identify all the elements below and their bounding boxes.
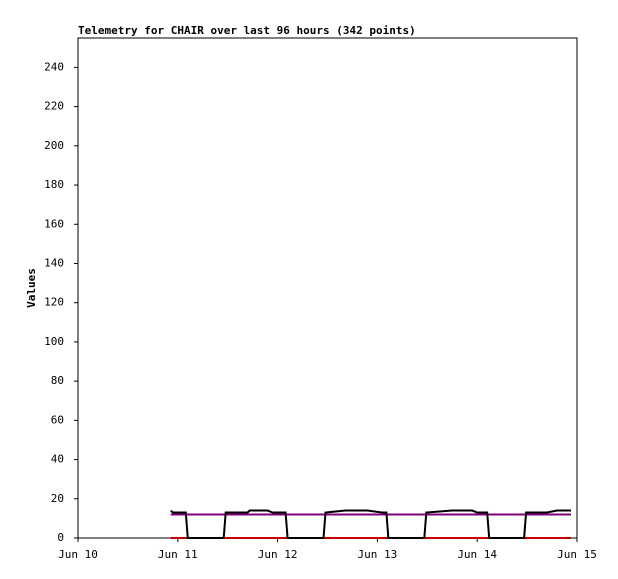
y-tick-label: 80 bbox=[51, 374, 64, 387]
y-tick-label: 100 bbox=[44, 335, 64, 348]
x-tick-label: Jun 11 bbox=[158, 548, 198, 561]
y-tick-label: 200 bbox=[44, 139, 64, 152]
y-tick-label: 60 bbox=[51, 413, 64, 426]
y-tick-label: 0 bbox=[57, 531, 64, 544]
x-tick-label: Jun 15 bbox=[557, 548, 597, 561]
y-tick-label: 140 bbox=[44, 256, 64, 269]
x-tick-label: Jun 12 bbox=[258, 548, 298, 561]
y-tick-label: 120 bbox=[44, 296, 64, 309]
y-tick-label: 180 bbox=[44, 178, 64, 191]
y-tick-label: 20 bbox=[51, 492, 64, 505]
y-tick-label: 240 bbox=[44, 60, 64, 73]
y-tick-label: 220 bbox=[44, 100, 64, 113]
x-tick-label: Jun 14 bbox=[457, 548, 497, 561]
x-tick-label: Jun 10 bbox=[58, 548, 98, 561]
x-tick-label: Jun 13 bbox=[358, 548, 398, 561]
plot-frame bbox=[77, 37, 578, 539]
chart-title: Telemetry for CHAIR over last 96 hours (… bbox=[78, 24, 416, 37]
y-tick-label: 40 bbox=[51, 453, 64, 466]
series-line bbox=[170, 509, 572, 539]
y-tick-label: 160 bbox=[44, 217, 64, 230]
y-axis-label: Values bbox=[25, 268, 38, 308]
